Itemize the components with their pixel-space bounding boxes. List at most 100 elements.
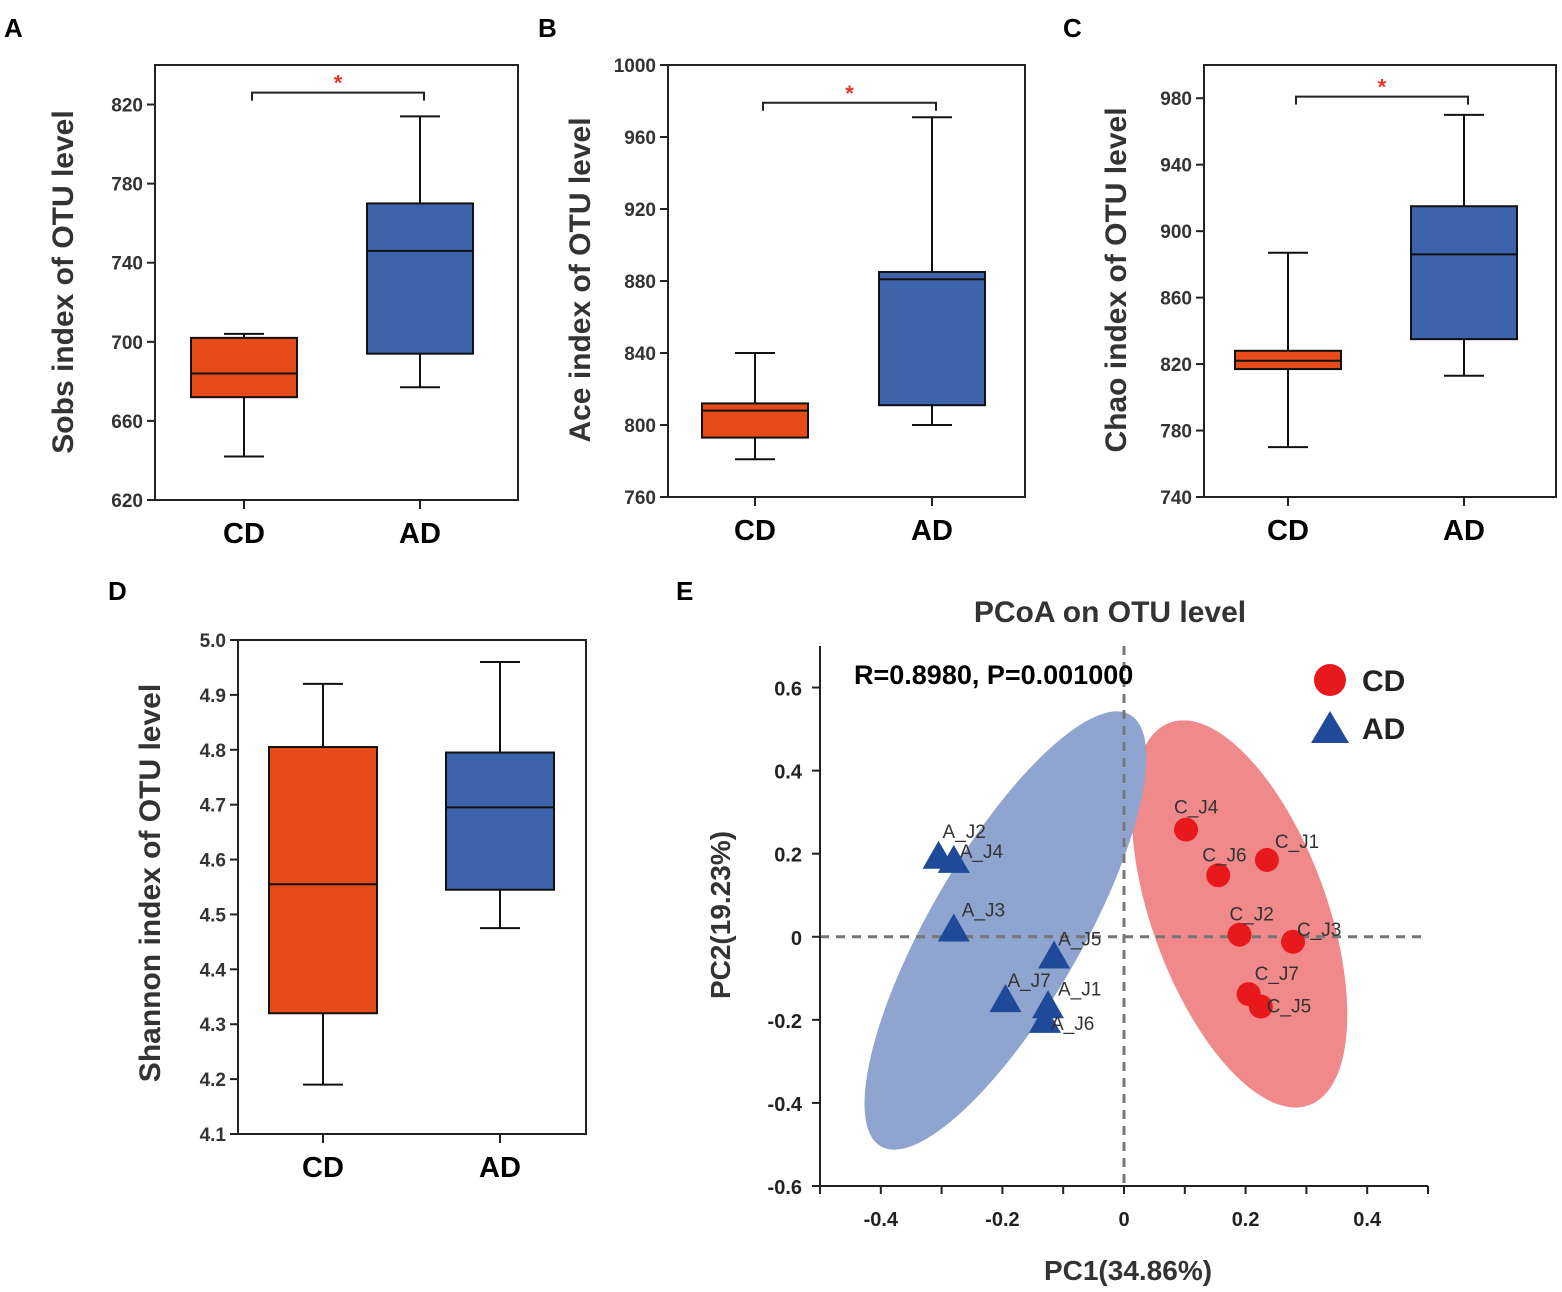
pcoa-point-a-j5 [1038,940,1071,969]
pcoa-point-label-c-j5: C_J5 [1267,997,1311,1018]
panel-b-ytick-label-6: 1000 [614,56,656,77]
panel-d-ytick-label-3: 4.4 [200,960,227,981]
panel-a-ytick-label-3: 740 [111,254,143,275]
panel-a-cd-box [190,336,298,399]
pcoa-point-c-j3 [1281,929,1306,954]
pcoa-point-a-j6 [1028,1004,1061,1033]
pcoa-legend-marker-cd [1314,664,1346,696]
panel-d-ylabel: Shannon index of OTU level [134,684,167,1082]
panel-letter-d: D [108,576,127,606]
pcoa-point-label-c-j2: C_J2 [1230,905,1274,926]
pcoa-point-label-a-j5: A_J5 [1058,929,1101,950]
pcoa-point-label-c-j1: C_J1 [1275,832,1319,853]
pcoa-ytick-label-0: -0.6 [768,1177,802,1199]
pcoa-ytick-label-5: 0.4 [774,762,803,784]
panel-c-significance-star: * [1378,75,1387,100]
panel-d-cd-box [268,746,378,1015]
panel-b-ytick-label-1: 800 [624,416,656,437]
pcoa-ellipse-ad [864,711,1147,1150]
panel-d-ad-box [445,751,555,891]
pcoa-point-label-a-j4: A_J4 [960,842,1004,863]
pcoa-point-label-a-j1: A_J1 [1058,979,1101,1000]
panel-a-significance-bracket [251,91,425,101]
pcoa-ytick-label-1: -0.4 [768,1094,803,1116]
panel-b-ytick-label-4: 920 [624,200,656,221]
pcoa-point-a-j3 [937,913,970,942]
panel-a-ytick-label-1: 660 [111,412,143,433]
pcoa-point-label-c-j3: C_J3 [1297,920,1341,941]
panel-d-xtick-label-ad: AD [479,1152,521,1184]
pcoa-legend-marker-ad [1311,711,1349,743]
pcoa-point-label-a-j2: A_J2 [943,822,986,843]
pcoa-xtick-label-2: 0 [1118,1209,1129,1231]
panel-d-ytick-label-2: 4.3 [200,1015,226,1036]
panel-d-ytick-label-0: 4.1 [200,1125,227,1146]
panel-c-xtick-label-ad: AD [1443,515,1485,547]
pcoa-stat-annotation: R=0.8980, P=0.001000 [854,660,1133,690]
panel-e-pcoa-scatter: -0.6 -0.4 -0.2 0 0.2 0.4 0.6 -0.4 -0.2 0 0.2 0.4 PCo… [705,596,1429,1286]
panel-b-significance-bracket [762,101,937,111]
panel-c-ytick-label-2: 820 [1160,355,1192,376]
pcoa-point-c-j1 [1254,847,1279,872]
pcoa-point-c-j7 [1236,982,1261,1007]
panel-b-ytick-label-0: 760 [624,488,656,509]
panel-d-ytick-label-7: 4.8 [200,741,226,762]
pcoa-xtick-label-1: -0.2 [985,1209,1019,1231]
pcoa-xtick-label-4: 0.4 [1353,1209,1382,1231]
panel-a-ytick-label-0: 620 [111,491,143,512]
panel-c-ytick-label-4: 900 [1160,222,1192,243]
panel-c-plot-frame [1203,64,1557,498]
panel-b-ace-boxplot: 760 800 840 880 920 960 1000 Ace index of OTU l… [564,56,1026,547]
panel-d-ytick-label-8: 4.9 [200,686,226,707]
panel-a-significance-star: * [334,71,343,96]
panel-b-cd-box [701,402,809,439]
panel-a-xtick-label-cd: CD [223,518,265,550]
pcoa-point-a-j4 [937,844,970,873]
pcoa-point-a-j1 [1032,990,1064,1019]
pcoa-xtick-label-0: -0.4 [864,1209,899,1231]
panel-b-ytick-label-3: 880 [624,272,656,293]
panel-b-ylabel: Ace index of OTU level [564,117,597,442]
panel-d-ytick-label-9: 5.0 [200,631,226,652]
pcoa-point-label-a-j6: A_J6 [1051,1014,1094,1035]
pcoa-point-label-a-j3: A_J3 [962,900,1005,921]
panel-c-chao-boxplot: 740 780 820 860 900 940 980 Chao index of OTU l… [1100,64,1557,547]
pcoa-xlabel: PC1(34.86%) [1044,1255,1212,1286]
panel-b-ytick-label-5: 960 [624,128,656,149]
panel-a-ytick-label-5: 820 [111,96,143,117]
panel-c-ytick-label-1: 780 [1160,422,1192,443]
pcoa-point-label-a-j7: A_J7 [1007,971,1050,992]
pcoa-point-c-j2 [1227,922,1252,947]
panel-a-sobs-boxplot: 620 660 700 740 780 820 Sobs index of OTU leve… [47,64,519,550]
panel-c-significance-bracket [1295,95,1469,105]
panel-b-significance-star: * [845,81,854,106]
panel-d-xtick-label-cd: CD [302,1152,344,1184]
panel-c-ytick-label-0: 740 [1160,488,1192,509]
panel-c-ad-box [1410,205,1518,341]
panel-d-ytick-label-5: 4.6 [200,851,226,872]
pcoa-point-a-j7 [989,984,1022,1013]
pcoa-ytick-label-6: 0.6 [774,679,802,701]
pcoa-point-label-c-j6: C_J6 [1202,845,1246,866]
pcoa-ytick-label-3: 0 [791,928,802,950]
pcoa-point-c-j4 [1174,817,1199,842]
panel-b-ytick-label-2: 840 [624,344,656,365]
panel-a-ytick-label-4: 780 [111,175,143,196]
pcoa-xtick-label-3: 0.2 [1232,1209,1260,1231]
panel-c-ylabel: Chao index of OTU level [1100,107,1133,452]
panel-letter-b: B [538,13,557,43]
panel-a-plot-frame [154,64,519,501]
pcoa-point-label-c-j7: C_J7 [1255,964,1299,985]
panel-c-ytick-label-3: 860 [1160,289,1192,310]
pcoa-point-label-c-j4: C_J4 [1174,798,1219,819]
panel-a-xtick-label-ad: AD [399,518,441,550]
panel-a-ad-box [366,202,474,355]
panel-letter-a: A [4,13,23,43]
panel-b-xtick-label-ad: AD [911,515,953,547]
panel-letter-e: E [676,576,693,606]
pcoa-ylabel: PC2(19.23%) [705,831,736,999]
panel-c-xtick-label-cd: CD [1267,515,1309,547]
pcoa-ytick-label-2: -0.2 [768,1011,802,1033]
pcoa-legend-label-cd: CD [1362,665,1405,698]
